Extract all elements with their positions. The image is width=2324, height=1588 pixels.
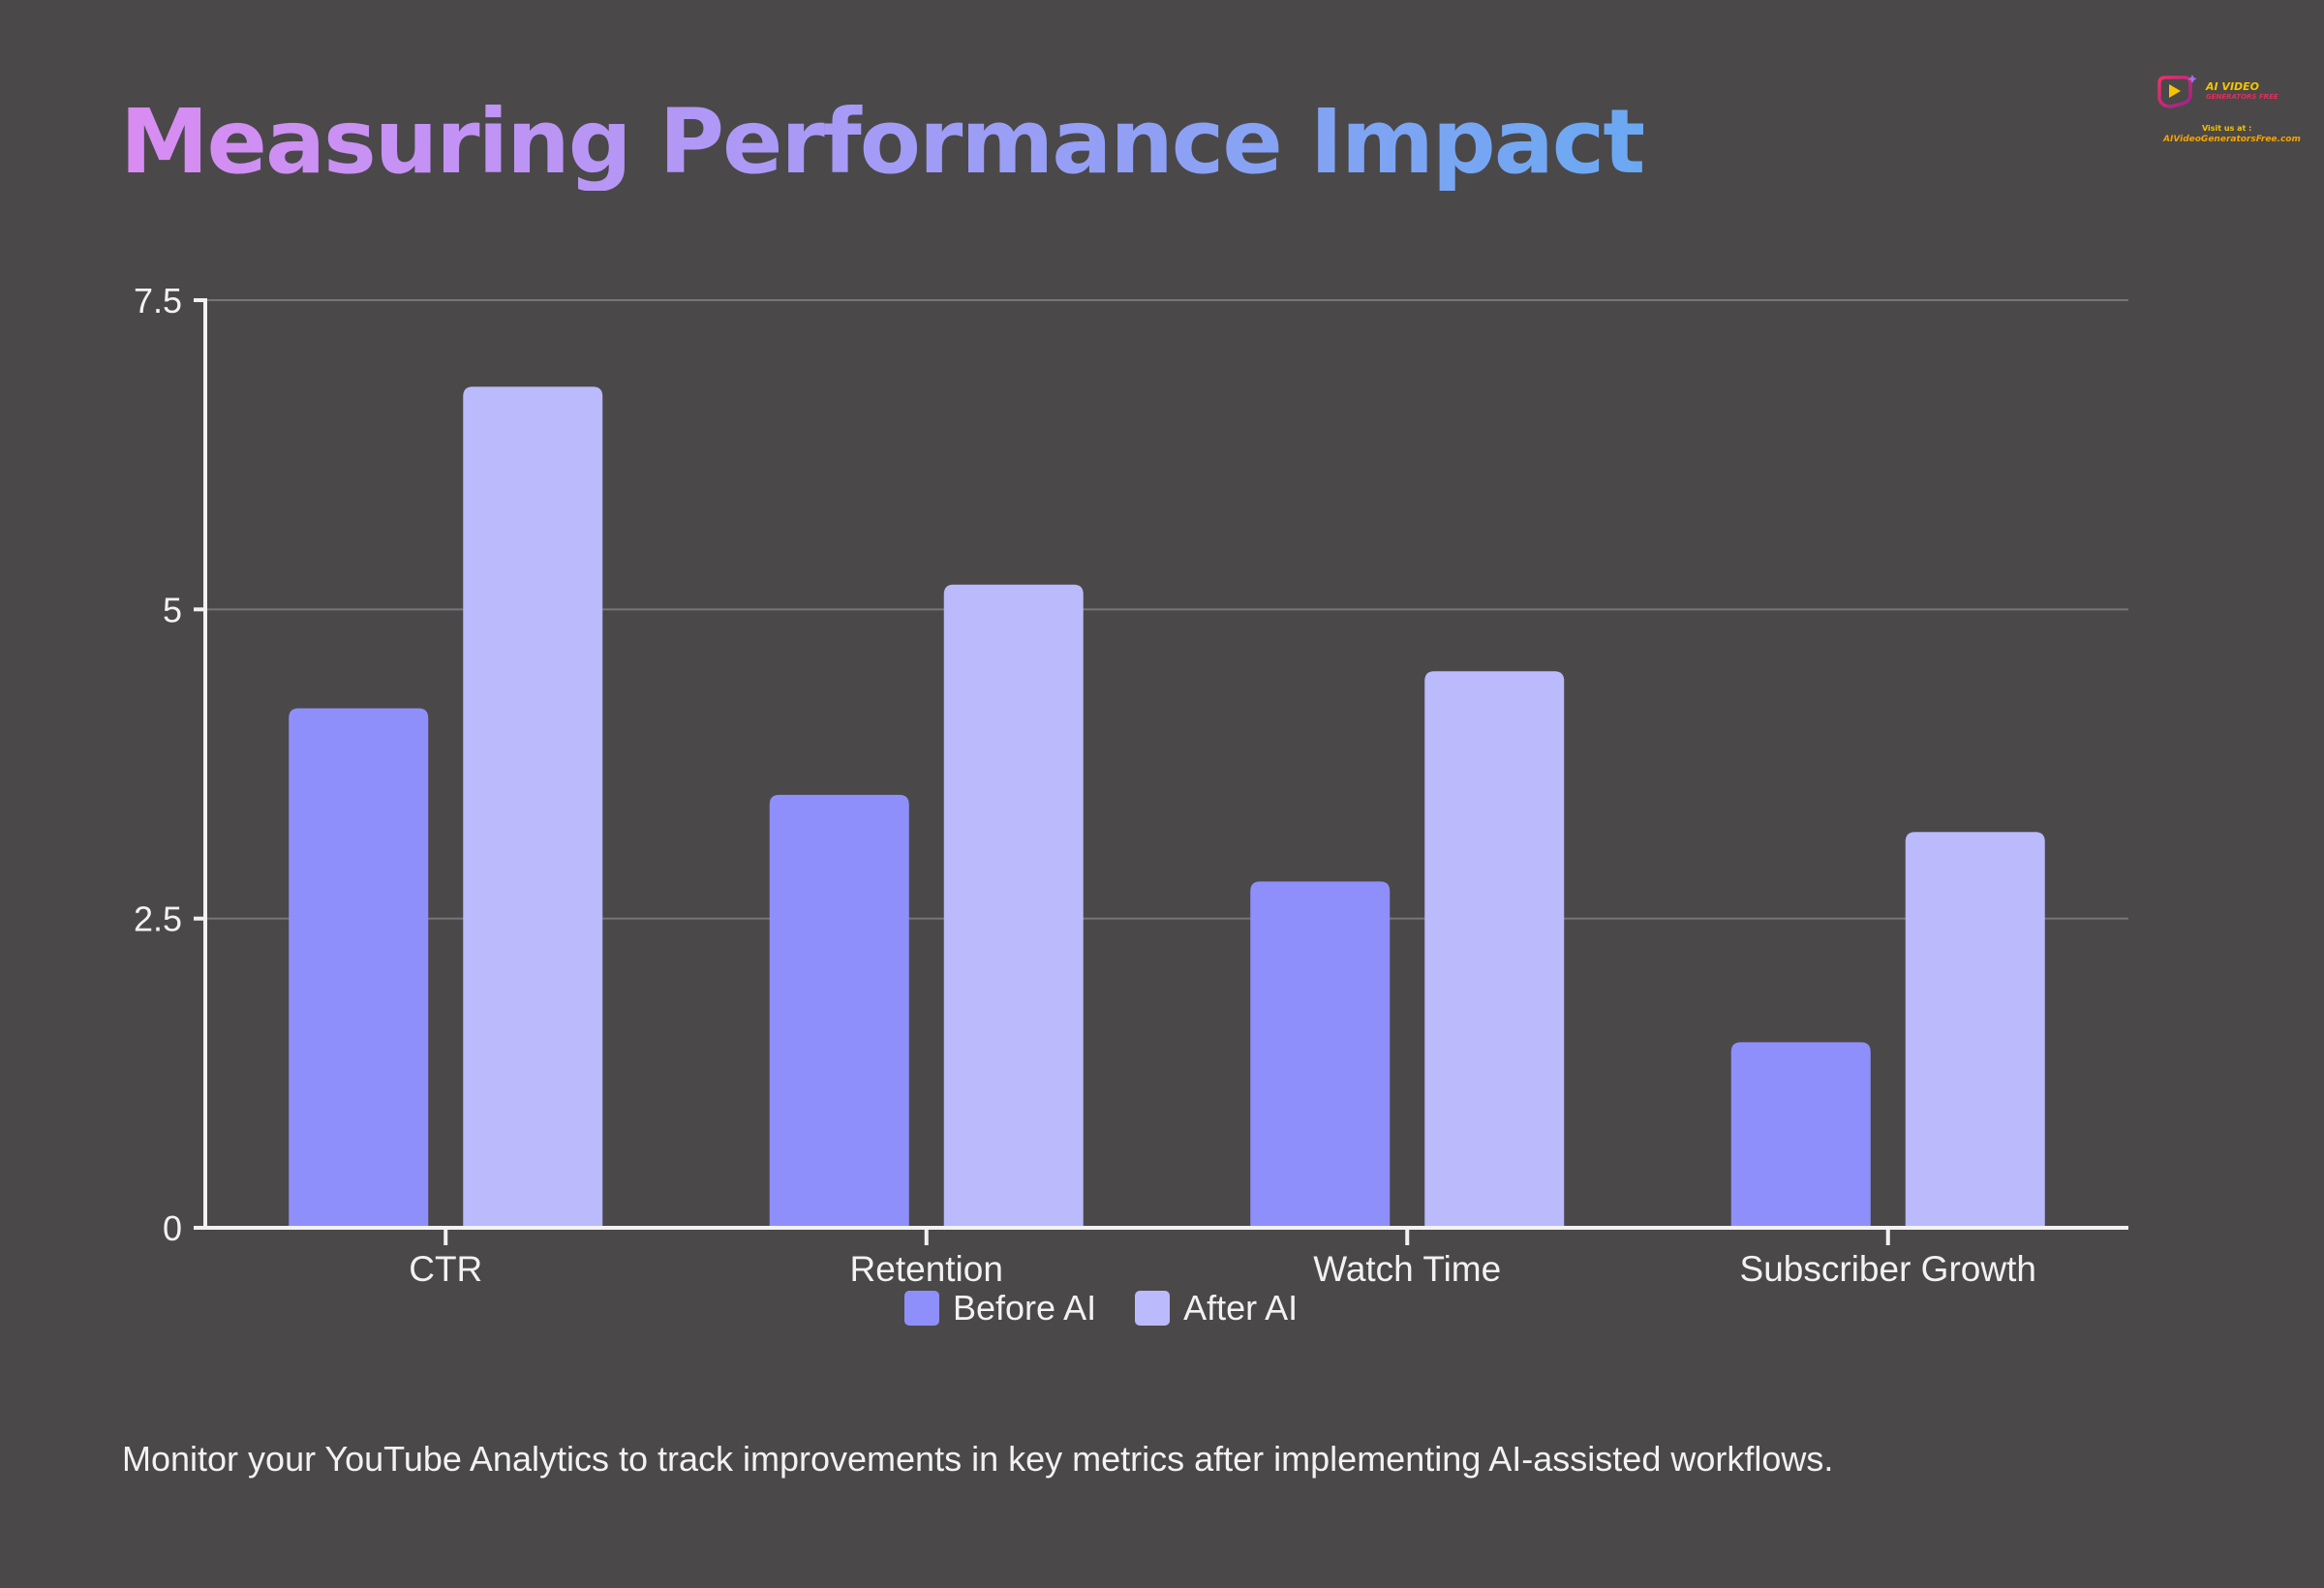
bar-after: [943, 584, 1084, 1228]
play-icon: [2157, 75, 2197, 108]
chart-legend: Before AI After AI: [904, 1288, 1336, 1328]
bar-before: [769, 794, 909, 1228]
logo-mark: AI VIDEO GENERATORS FREE: [2156, 72, 2278, 110]
x-tick-label: Retention: [850, 1249, 1003, 1289]
axes: [194, 298, 2128, 1245]
y-tick-label: 7.5: [134, 281, 182, 321]
logo-line2: GENERATORS FREE: [2206, 93, 2278, 101]
logo-visit-text: Visit us at :: [2202, 124, 2252, 133]
bars: [289, 386, 2045, 1228]
x-tick-label: CTR: [409, 1249, 482, 1289]
bar-after: [1905, 832, 2045, 1228]
bar-after: [463, 386, 603, 1228]
y-tick-label: 0: [163, 1208, 182, 1248]
chart-caption: Monitor your YouTube Analytics to track …: [122, 1439, 1834, 1479]
bar-before: [289, 708, 429, 1228]
y-tick-label: 2.5: [134, 900, 182, 939]
legend-item-after[interactable]: After AI: [1135, 1288, 1298, 1328]
bar-after: [1424, 671, 1565, 1228]
legend-label-before: Before AI: [953, 1288, 1097, 1328]
x-tick-label: Watch Time: [1313, 1249, 1501, 1289]
x-tick-label: Subscriber Growth: [1740, 1249, 2036, 1289]
legend-swatch-after: [1135, 1291, 1171, 1326]
tick-labels: 0 2.5 5 7.5 CTR Retention Watch Time Subscriber…: [134, 281, 2036, 1289]
page-title: Measuring Performance Impact: [120, 90, 1645, 194]
brand-logo[interactable]: AI VIDEO GENERATORS FREE Visit us at : A…: [2156, 72, 2301, 149]
legend-item-before[interactable]: Before AI: [904, 1288, 1096, 1328]
y-tick-label: 5: [163, 590, 182, 629]
legend-label-after: After AI: [1183, 1288, 1299, 1328]
logo-line1: AI VIDEO: [2206, 80, 2260, 93]
logo-url[interactable]: AIVideoGeneratorsFree.com: [2163, 135, 2301, 144]
bar-before: [1250, 881, 1391, 1228]
logo-brand-text: AI VIDEO GENERATORS FREE: [2206, 81, 2278, 101]
bar-before: [1730, 1042, 1871, 1228]
legend-swatch-before: [904, 1291, 939, 1326]
